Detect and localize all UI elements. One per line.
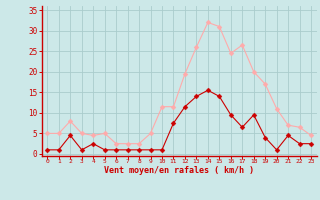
X-axis label: Vent moyen/en rafales ( km/h ): Vent moyen/en rafales ( km/h ) [104,166,254,175]
